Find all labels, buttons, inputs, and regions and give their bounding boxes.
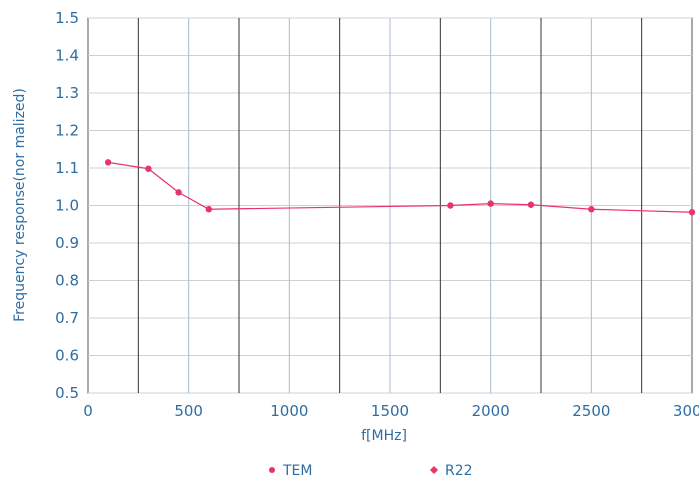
legend: TEM R22 xyxy=(269,463,473,479)
y-tick-label: 0.8 xyxy=(55,272,79,290)
y-tick-label: 1.1 xyxy=(55,159,79,177)
x-axis-title: f[MHz] xyxy=(361,428,407,444)
x-tick-label: 2500 xyxy=(572,402,610,420)
data-point xyxy=(175,189,182,196)
legend-label-tem: TEM xyxy=(282,463,312,479)
data-point xyxy=(588,206,595,213)
data-point xyxy=(205,206,212,213)
y-axis-ticks: 0.5 0.6 0.7 0.8 0.9 1.0 1.1 1.2 1.3 1.4 1.5 xyxy=(55,9,79,402)
data-point xyxy=(104,159,112,166)
y-tick-label: 0.6 xyxy=(55,347,79,365)
y-tick-label: 1.4 xyxy=(55,47,79,65)
legend-label-r22: R22 xyxy=(445,463,473,479)
y-tick-label: 0.5 xyxy=(55,384,79,402)
y-tick-label: 1.3 xyxy=(55,84,79,102)
y-tick-label: 1.0 xyxy=(55,197,79,215)
y-tick-label: 1.2 xyxy=(55,122,79,140)
y-tick-label: 1.5 xyxy=(55,9,79,27)
series-layer xyxy=(104,159,696,216)
x-tick-label: 2000 xyxy=(472,402,510,420)
data-point xyxy=(487,200,494,207)
legend-marker-tem xyxy=(269,467,275,473)
y-axis-title: Frequency response(nor malized) xyxy=(12,88,28,322)
data-point xyxy=(527,201,535,208)
data-point xyxy=(145,165,152,172)
data-point xyxy=(688,209,696,216)
x-tick-label: 1000 xyxy=(270,402,308,420)
data-point xyxy=(447,202,454,209)
x-tick-label: 500 xyxy=(174,402,203,420)
x-axis-ticks: 0 500 1000 1500 2000 2500 3000 xyxy=(83,402,699,420)
x-tick-label: 1500 xyxy=(371,402,409,420)
x-tick-label: 3000 xyxy=(673,402,699,420)
y-tick-label: 0.9 xyxy=(55,234,79,252)
legend-marker-r22 xyxy=(430,466,438,474)
y-tick-label: 0.7 xyxy=(55,309,79,327)
x-tick-label: 0 xyxy=(83,402,93,420)
